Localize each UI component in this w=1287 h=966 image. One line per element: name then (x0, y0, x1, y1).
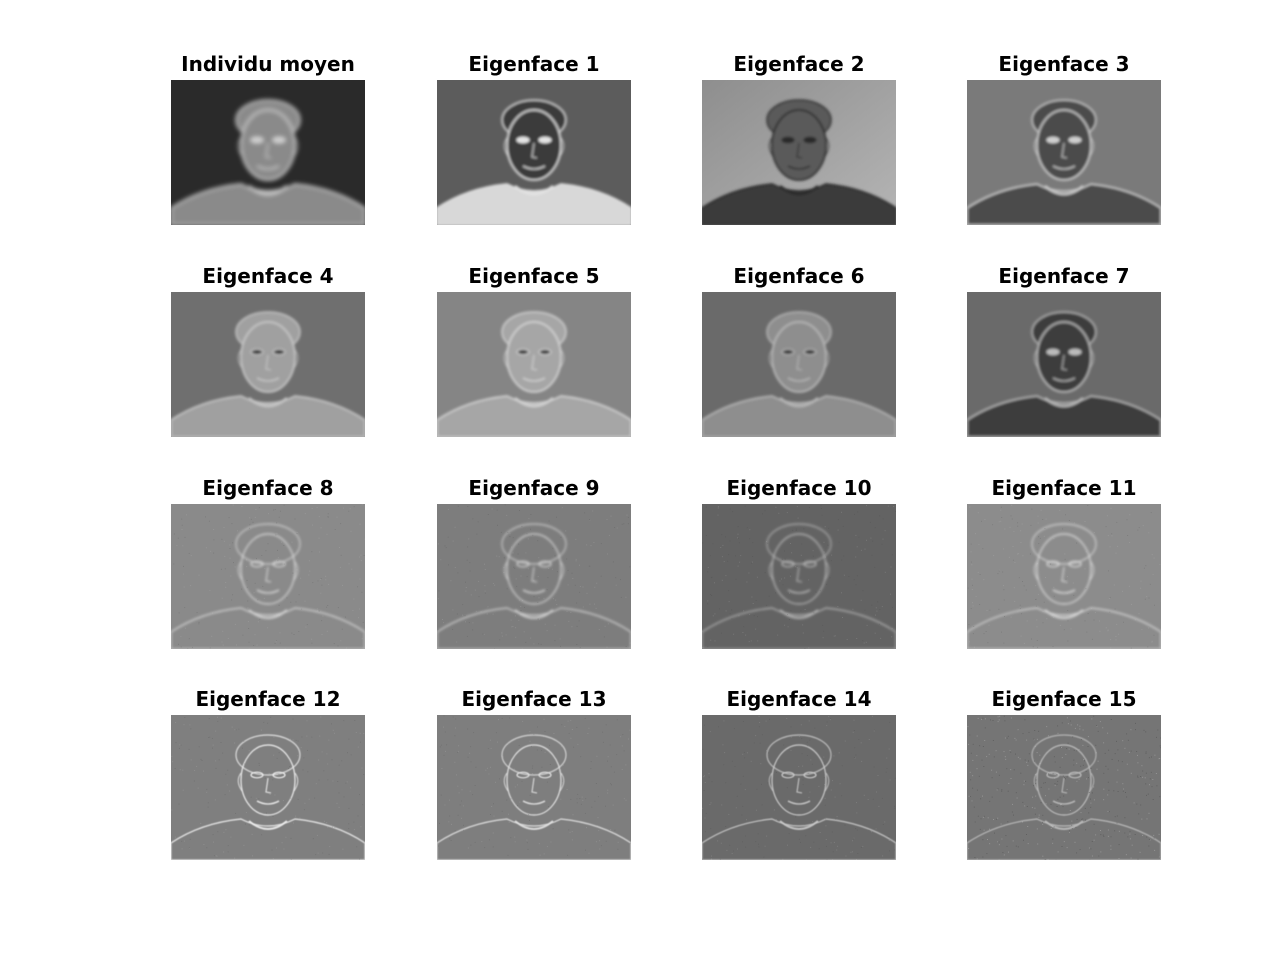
face-image (437, 292, 631, 437)
face-render (437, 80, 631, 225)
panel-eigenface-10: Eigenface 10 (702, 475, 896, 661)
face-image (702, 504, 896, 649)
panel-title: Individu moyen (181, 52, 355, 76)
panel-title: Eigenface 7 (998, 264, 1130, 288)
face-image (437, 504, 631, 649)
face-image (171, 504, 365, 649)
face-render (967, 292, 1161, 437)
panel-eigenface-1: Eigenface 1 (437, 51, 631, 237)
face-render (702, 715, 896, 860)
face-render (702, 80, 896, 225)
face-render (437, 292, 631, 437)
face-image (171, 80, 365, 225)
panel-mean-face: Individu moyen (171, 51, 365, 237)
face-render (967, 80, 1161, 225)
panel-eigenface-8: Eigenface 8 (171, 475, 365, 661)
panel-eigenface-11: Eigenface 11 (967, 475, 1161, 661)
face-image (171, 292, 365, 437)
face-render (437, 715, 631, 860)
panel-eigenface-9: Eigenface 9 (437, 475, 631, 661)
face-render (171, 715, 365, 860)
panel-eigenface-14: Eigenface 14 (702, 686, 896, 872)
panel-eigenface-13: Eigenface 13 (437, 686, 631, 872)
face-render (437, 504, 631, 649)
panel-title: Eigenface 9 (468, 476, 600, 500)
face-image (967, 504, 1161, 649)
panel-title: Eigenface 14 (726, 687, 872, 711)
panel-title: Eigenface 6 (733, 264, 865, 288)
panel-eigenface-3: Eigenface 3 (967, 51, 1161, 237)
face-image (967, 715, 1161, 860)
face-render (171, 292, 365, 437)
panel-title: Eigenface 12 (195, 687, 341, 711)
panel-eigenface-4: Eigenface 4 (171, 263, 365, 449)
face-image (171, 715, 365, 860)
panel-title: Eigenface 2 (733, 52, 865, 76)
panel-title: Eigenface 8 (202, 476, 334, 500)
face-render (702, 504, 896, 649)
panel-title: Eigenface 10 (726, 476, 872, 500)
panel-eigenface-5: Eigenface 5 (437, 263, 631, 449)
face-image (437, 80, 631, 225)
panel-title: Eigenface 4 (202, 264, 334, 288)
face-image (967, 292, 1161, 437)
face-image (702, 292, 896, 437)
panel-title: Eigenface 11 (991, 476, 1137, 500)
face-render (702, 292, 896, 437)
panel-eigenface-6: Eigenface 6 (702, 263, 896, 449)
panel-title: Eigenface 3 (998, 52, 1130, 76)
face-render (171, 80, 365, 225)
panel-title: Eigenface 1 (468, 52, 600, 76)
panel-title: Eigenface 13 (461, 687, 607, 711)
face-render (171, 504, 365, 649)
face-image (437, 715, 631, 860)
face-image (702, 715, 896, 860)
panel-title: Eigenface 5 (468, 264, 600, 288)
panel-title: Eigenface 15 (991, 687, 1137, 711)
face-image (967, 80, 1161, 225)
face-image (702, 80, 896, 225)
face-render (967, 504, 1161, 649)
panel-eigenface-7: Eigenface 7 (967, 263, 1161, 449)
panel-eigenface-12: Eigenface 12 (171, 686, 365, 872)
face-render (967, 715, 1161, 860)
panel-eigenface-15: Eigenface 15 (967, 686, 1161, 872)
panel-eigenface-2: Eigenface 2 (702, 51, 896, 237)
